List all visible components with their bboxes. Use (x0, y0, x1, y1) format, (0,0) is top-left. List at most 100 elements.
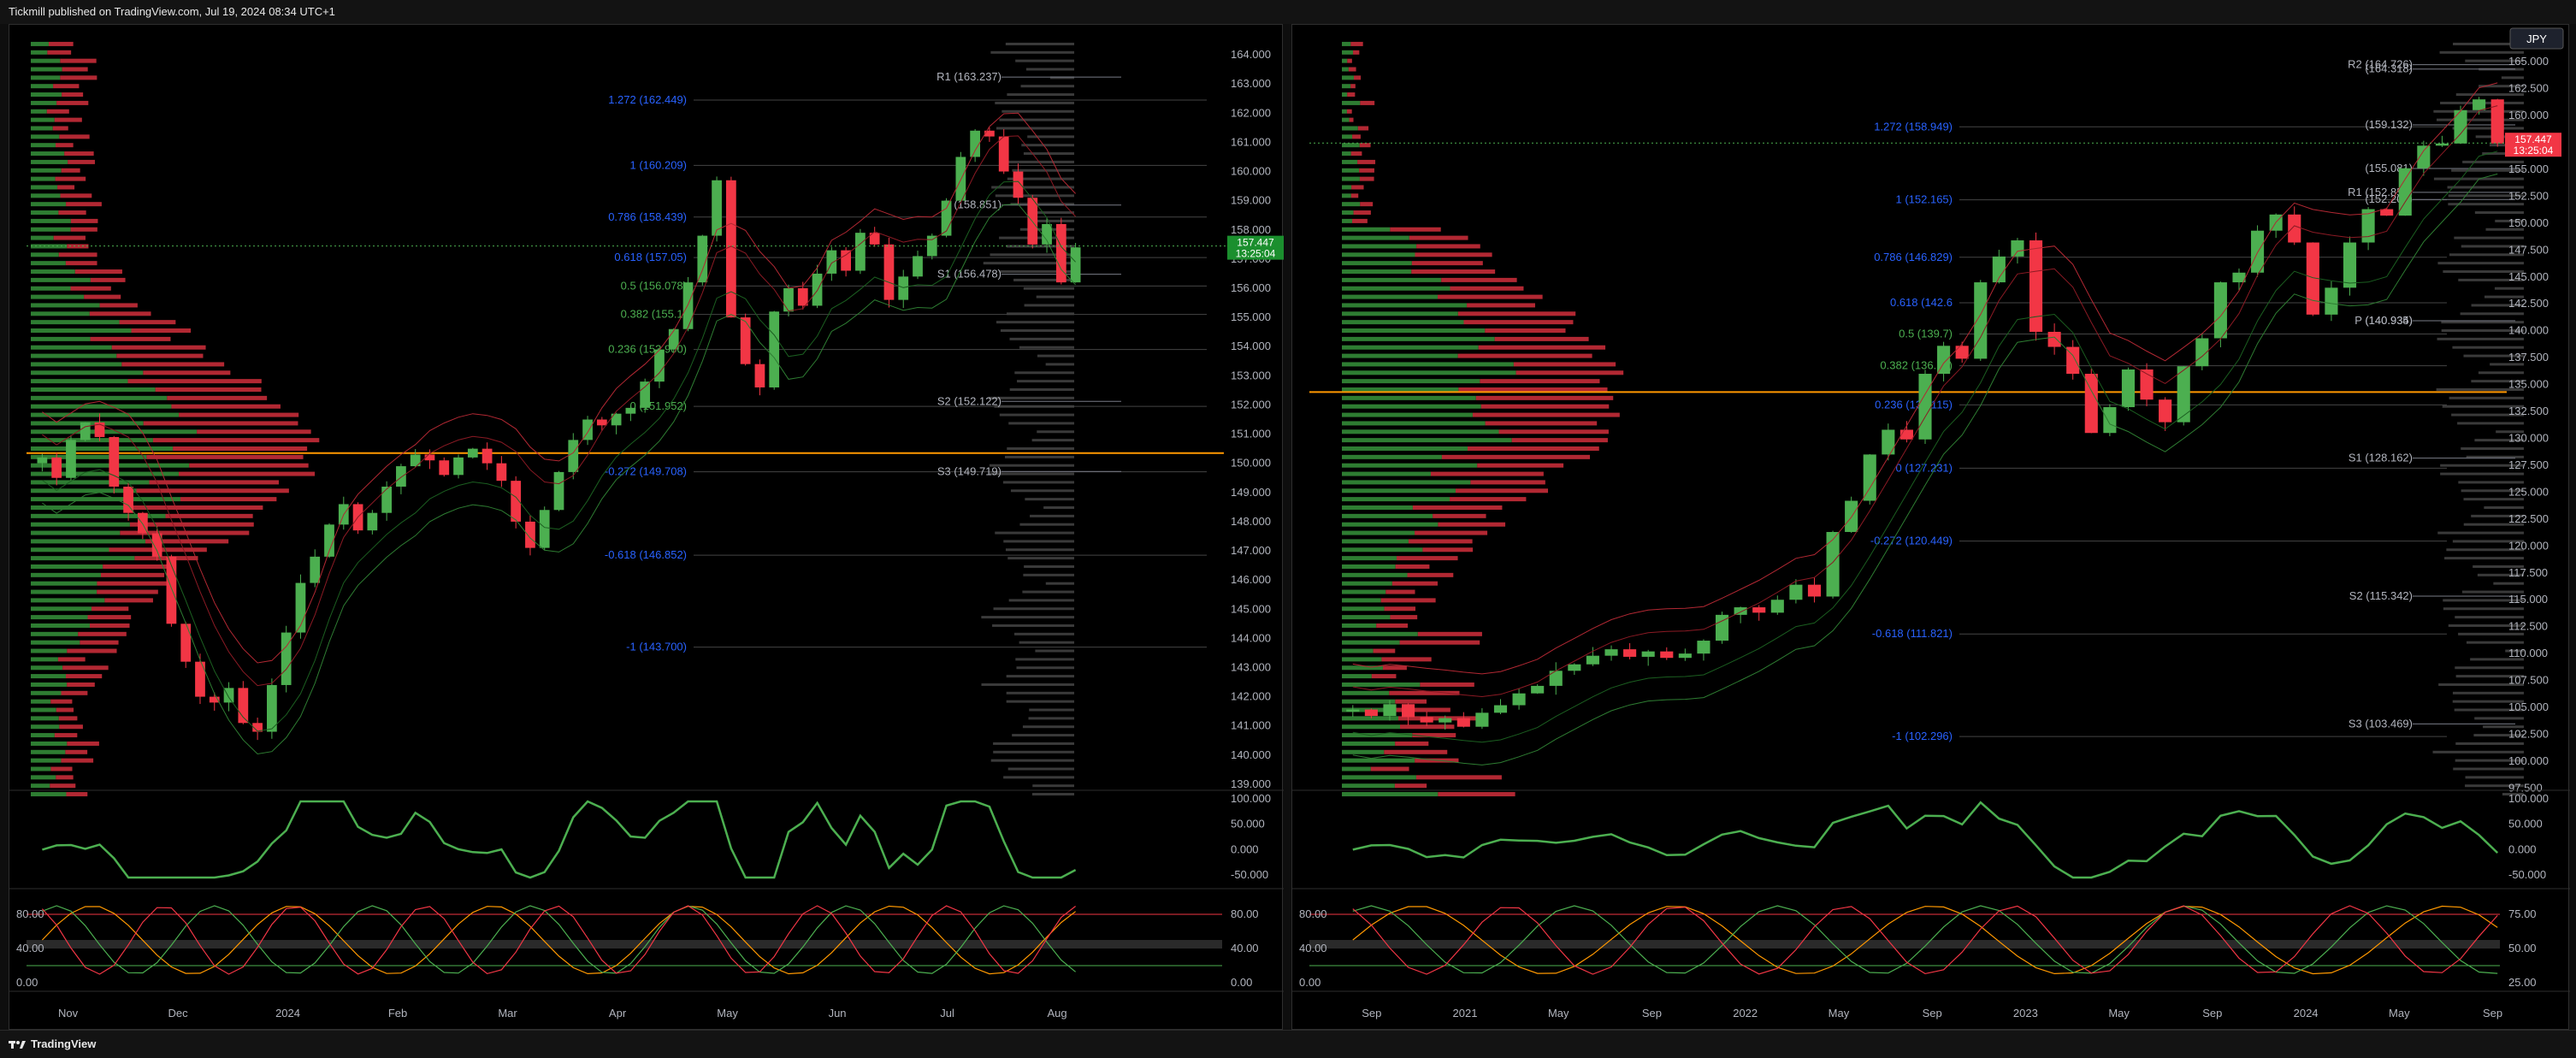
oscillator-line (1352, 801, 2499, 879)
session-volume-bar (1007, 446, 1074, 450)
volume-profile-bar-down (1384, 606, 1415, 612)
volume-profile-bar-down (54, 117, 82, 122)
session-volume-bar (2463, 354, 2524, 358)
session-volume-bar (2444, 557, 2524, 560)
volume-profile-bar-up (1342, 631, 1418, 636)
volume-profile-bar-up (1342, 345, 1479, 350)
volume-profile-bar-down (89, 623, 130, 628)
volume-profile-bar-up (31, 353, 117, 358)
volume-profile-bar-up (1342, 277, 1442, 282)
chart-right-canvas[interactable]: 1.272 (158.949) 1 (152.165) 0.786 (146.829… (1292, 25, 2570, 1031)
session-volume-bar (990, 472, 1074, 476)
chart-panel-left[interactable]: 1.272 (162.449) 1 (160.209) 0.786 (158.439… (9, 24, 1284, 1031)
session-volume-bar (2443, 599, 2524, 602)
price-axis-tick: 102.500 (2508, 728, 2549, 741)
session-volume-bar (2455, 616, 2524, 619)
volume-profile-bar-down (74, 269, 122, 275)
volume-profile-bar-down (89, 311, 151, 316)
volume-profile-bar-down (120, 530, 250, 535)
candle-body (568, 440, 579, 472)
session-volume-bar (996, 127, 1074, 130)
pivot-label: S3 (103.469) (2349, 717, 2413, 730)
session-volume-bar (2455, 666, 2524, 670)
candle-body (725, 180, 736, 318)
volume-profile-bar-down (1457, 353, 1592, 358)
volume-profile-bar-up (1342, 775, 1416, 780)
oscillator-axis-tick: -50.000 (1231, 868, 1268, 881)
tradingview-logo[interactable]: TradingView (9, 1037, 96, 1050)
price-axis-tick: 164.000 (1231, 48, 1271, 61)
volume-profile-bar-down (171, 404, 281, 409)
session-volume-bar (1036, 295, 1074, 298)
volume-profile-bar-up (1342, 134, 1353, 139)
volume-profile-bar-down (197, 429, 311, 434)
fib-level-label: 1.272 (162.449) (608, 93, 687, 106)
volume-profile-bar-up (31, 58, 61, 63)
footer-bar: TradingView (0, 1030, 2576, 1058)
candle-body (1955, 346, 1969, 359)
volume-profile-bar-down (189, 463, 309, 468)
session-volume-bar (2493, 582, 2524, 585)
pivot-label: S2 (115.342) (2349, 589, 2413, 602)
session-volume-bar (990, 253, 1074, 257)
volume-profile-bar-up (31, 320, 120, 325)
volume-profile-bar-down (56, 707, 74, 712)
volume-profile-bar-down (149, 480, 280, 485)
candle-body (984, 130, 995, 137)
candle-body (1770, 600, 1784, 613)
chart-panel-right[interactable]: 1.272 (158.949) 1 (152.165) 0.786 (146.829… (1291, 24, 2570, 1031)
volume-profile-bar-up (31, 640, 80, 645)
candle-body (1641, 651, 1655, 657)
stochastic-left-tick: 0.00 (1299, 976, 1320, 989)
volume-profile-bar-down (57, 657, 86, 662)
volume-profile-bar-up (1342, 210, 1354, 216)
session-volume-bar (1010, 489, 1074, 493)
candle-body (295, 582, 306, 633)
envelope-line (42, 112, 1076, 664)
candle-body (740, 317, 751, 364)
volume-profile-bar-up (1342, 648, 1374, 653)
volume-profile-bar-up (1342, 311, 1458, 316)
price-axis-tick: 151.000 (1231, 428, 1271, 440)
session-volume-bar (1003, 540, 1074, 543)
candle-body (1992, 256, 2006, 283)
volume-profile-bar-down (56, 775, 74, 780)
session-volume-bar (999, 413, 1074, 417)
volume-profile-bar-up (31, 690, 62, 695)
volume-profile-bar-up (31, 134, 60, 139)
candle-body (2011, 240, 2024, 257)
volume-profile-bar-down (55, 176, 86, 181)
fib-level-label: 0.5 (139.7) (1899, 327, 1953, 340)
fib-level-label: -0.272 (149.708) (605, 465, 687, 478)
session-volume-bar (993, 742, 1074, 745)
candle-body (841, 250, 851, 271)
session-volume-bar (2505, 649, 2524, 653)
candle-body (611, 413, 622, 426)
session-volume-bar (2484, 505, 2524, 509)
candle-body (1346, 709, 1360, 712)
chart-left-canvas[interactable]: 1.272 (162.449) 1 (160.209) 0.786 (158.439… (9, 25, 1284, 1031)
stochastic-right-tick: 75.00 (2508, 907, 2537, 920)
volume-profile-bar-down (1391, 581, 1438, 586)
currency-label: JPY (2526, 33, 2547, 45)
candle-body (1013, 171, 1024, 198)
session-volume-bar (2478, 371, 2524, 375)
volume-profile-bar-up (1342, 227, 1391, 232)
volume-profile-bar-up (31, 261, 66, 266)
volume-profile-bar-down (1395, 564, 1430, 569)
volume-profile-bar-down (53, 84, 80, 89)
session-volume-bar (981, 616, 1074, 619)
volume-profile-bar-up (31, 218, 71, 223)
volume-profile-bar-down (1415, 530, 1488, 535)
session-volume-bar (2482, 152, 2524, 156)
session-volume-bar (2470, 658, 2524, 661)
candle-body (467, 448, 478, 458)
volume-profile-bar-down (61, 690, 88, 695)
candle-body (381, 486, 393, 513)
volume-profile-bar-down (62, 92, 84, 98)
volume-profile-bar-up (31, 631, 79, 636)
volume-profile-bar-up (31, 682, 68, 687)
volume-profile-bar-down (1472, 412, 1620, 417)
volume-profile-bar-down (1438, 792, 1515, 797)
volume-profile-bar-down (78, 631, 127, 636)
